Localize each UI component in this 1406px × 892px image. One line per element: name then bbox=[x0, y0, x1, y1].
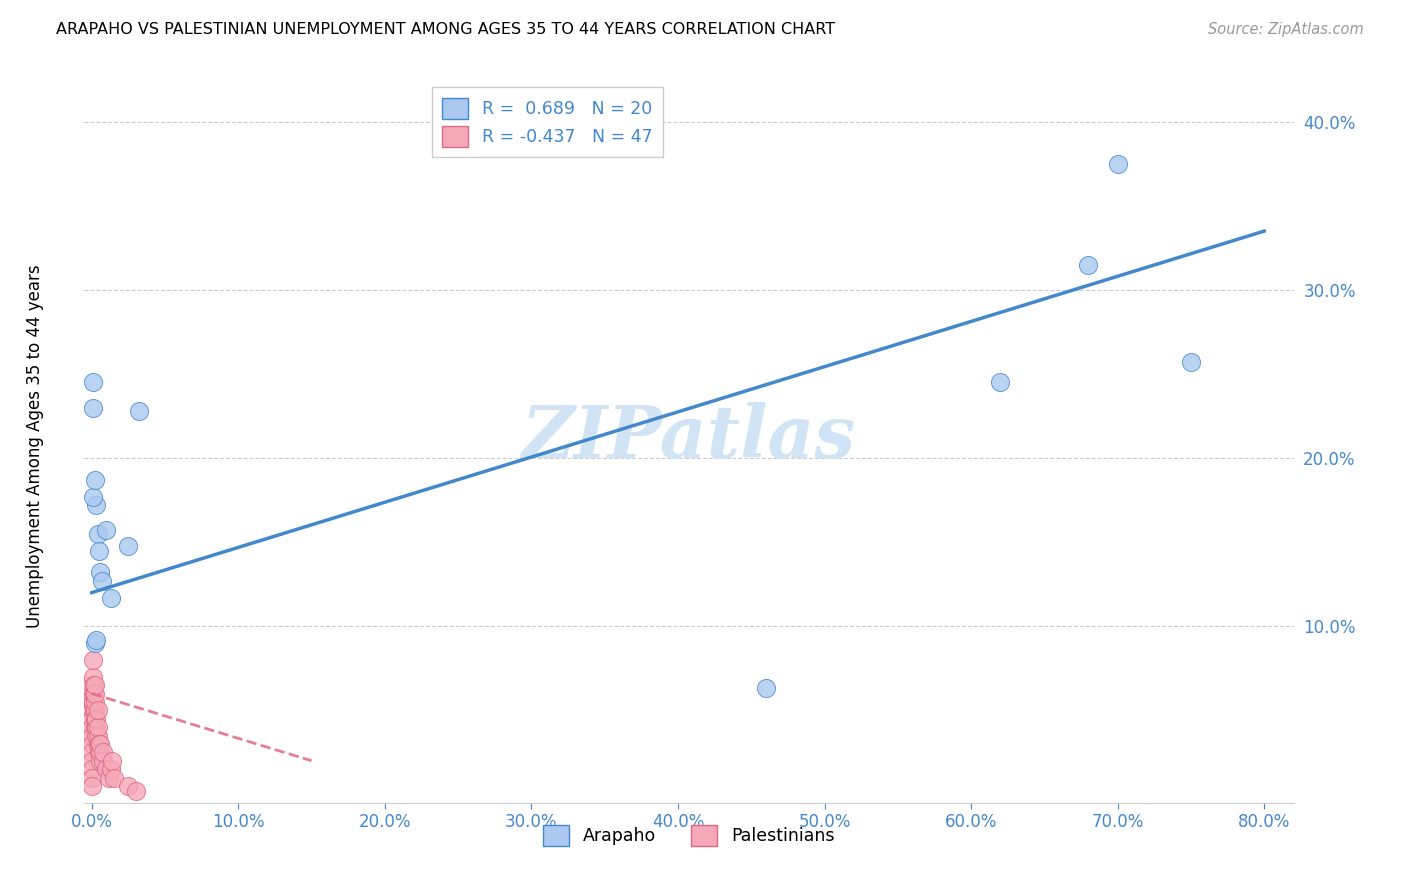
Point bbox=[82, 670, 104, 684]
Point bbox=[82, 762, 104, 776]
Point bbox=[101, 754, 124, 768]
Point bbox=[83, 473, 105, 487]
Point bbox=[100, 591, 122, 605]
Point bbox=[117, 779, 139, 793]
Text: ZIPatlas: ZIPatlas bbox=[522, 401, 856, 473]
Point bbox=[82, 490, 104, 504]
Point bbox=[89, 745, 111, 759]
Point bbox=[128, 404, 150, 418]
Point bbox=[83, 703, 105, 717]
Point bbox=[117, 539, 139, 553]
Point bbox=[83, 678, 105, 692]
Point bbox=[91, 574, 114, 588]
Point bbox=[89, 566, 111, 580]
Legend: Arapaho, Palestinians: Arapaho, Palestinians bbox=[536, 818, 842, 853]
Point bbox=[82, 703, 104, 717]
Point bbox=[100, 762, 122, 776]
Point bbox=[83, 686, 105, 700]
Point bbox=[84, 712, 107, 726]
Point bbox=[82, 376, 104, 390]
Point bbox=[96, 762, 118, 776]
Text: Source: ZipAtlas.com: Source: ZipAtlas.com bbox=[1208, 22, 1364, 37]
Point bbox=[83, 678, 105, 692]
Point bbox=[84, 729, 107, 743]
Point bbox=[87, 737, 110, 751]
Point bbox=[86, 526, 108, 541]
Point bbox=[1107, 157, 1129, 171]
Point bbox=[82, 745, 104, 759]
Point bbox=[86, 703, 108, 717]
Point bbox=[82, 695, 104, 709]
Point bbox=[82, 653, 104, 667]
Point bbox=[87, 745, 110, 759]
Point bbox=[89, 737, 111, 751]
Point bbox=[96, 524, 118, 538]
Point bbox=[82, 720, 104, 734]
Point bbox=[84, 712, 107, 726]
Point bbox=[82, 771, 104, 785]
Point bbox=[82, 712, 104, 726]
Point bbox=[82, 695, 104, 709]
Point bbox=[93, 745, 115, 759]
Point bbox=[82, 737, 104, 751]
Point bbox=[84, 498, 107, 512]
Point bbox=[86, 729, 108, 743]
Point bbox=[83, 703, 105, 717]
Point bbox=[83, 686, 105, 700]
Point bbox=[1077, 258, 1099, 272]
Point bbox=[87, 543, 110, 558]
Point bbox=[103, 771, 125, 785]
Point bbox=[83, 695, 105, 709]
Point bbox=[98, 771, 121, 785]
Point bbox=[84, 632, 107, 647]
Point bbox=[83, 636, 105, 650]
Point bbox=[84, 720, 107, 734]
Text: Unemployment Among Ages 35 to 44 years: Unemployment Among Ages 35 to 44 years bbox=[27, 264, 44, 628]
Point bbox=[82, 678, 104, 692]
Point bbox=[93, 754, 115, 768]
Point bbox=[82, 754, 104, 768]
Point bbox=[755, 681, 778, 696]
Text: ARAPAHO VS PALESTINIAN UNEMPLOYMENT AMONG AGES 35 TO 44 YEARS CORRELATION CHART: ARAPAHO VS PALESTINIAN UNEMPLOYMENT AMON… bbox=[56, 22, 835, 37]
Point bbox=[82, 779, 104, 793]
Point bbox=[124, 784, 146, 798]
Point bbox=[1180, 355, 1202, 369]
Point bbox=[86, 720, 108, 734]
Point bbox=[89, 754, 111, 768]
Point bbox=[86, 737, 108, 751]
Point bbox=[82, 729, 104, 743]
Point bbox=[990, 376, 1012, 390]
Point bbox=[82, 686, 104, 700]
Point bbox=[84, 720, 107, 734]
Point bbox=[82, 401, 104, 415]
Point bbox=[83, 712, 105, 726]
